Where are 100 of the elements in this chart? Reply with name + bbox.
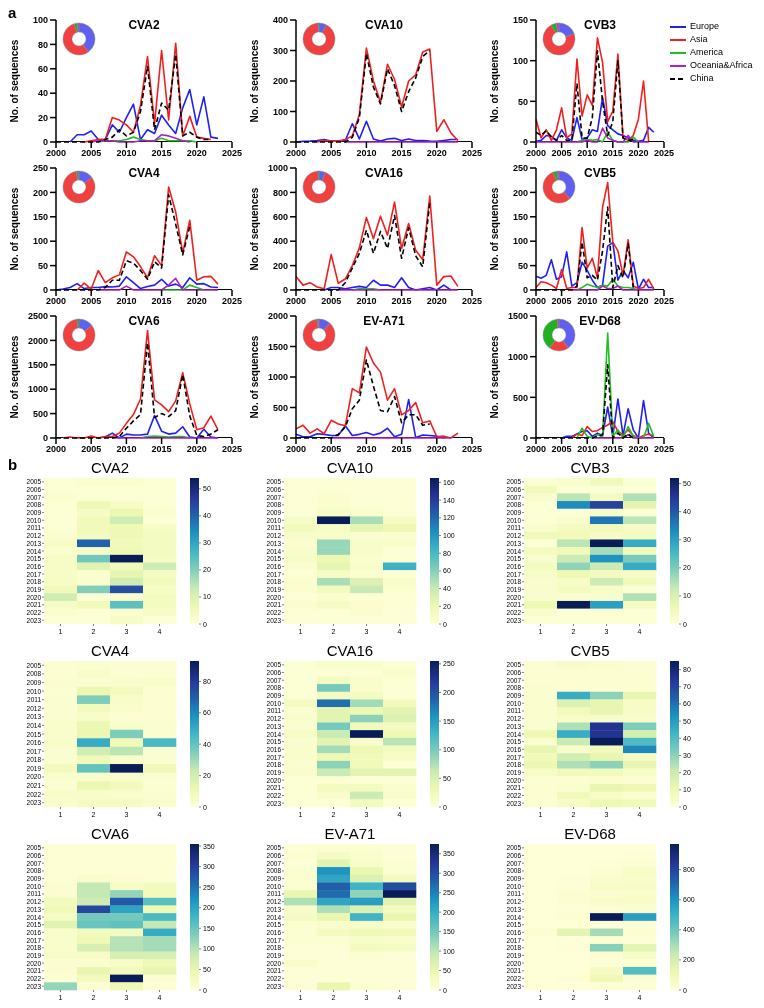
x-tick-label: 2015: [602, 296, 623, 307]
x-tick-label: 2020: [426, 148, 447, 159]
x-tick-label: 2020: [426, 296, 447, 307]
y-tick-label: 2000: [27, 335, 48, 346]
chart-title: CVB5: [583, 166, 617, 180]
y-tick-label: 250: [32, 163, 48, 174]
chart-title: CVA6: [127, 314, 161, 328]
x-tick-label: 2010: [356, 148, 377, 159]
x-tick-label: 2005: [321, 296, 342, 307]
y-axis-title: No. of sequences: [8, 39, 20, 123]
y-tick-label: 1500: [27, 359, 48, 370]
x-tick-label: 2005: [551, 444, 572, 455]
y-tick-label: 50: [517, 260, 528, 271]
y-tick-label: 1000: [267, 163, 288, 174]
x-tick-label: 2015: [391, 148, 412, 159]
x-tick-label: 2020: [186, 296, 207, 307]
y-tick-label: 1000: [27, 384, 48, 395]
y-tick-label: 400: [272, 236, 288, 247]
chart-title: CVB5: [570, 642, 610, 659]
x-tick-label: 2025: [221, 296, 243, 307]
x-tick-label: 2025: [461, 444, 483, 455]
y-tick-label: 80: [37, 39, 48, 50]
x-tick-label: 2015: [391, 444, 412, 455]
x-tick-label: 2005: [81, 444, 102, 455]
x-tick-label: 2005: [81, 296, 102, 307]
y-tick-label: 1500: [507, 311, 528, 322]
y-tick-label: 600: [272, 211, 288, 222]
chart-title: CVA2: [90, 459, 130, 476]
text: b: [8, 456, 18, 473]
legend-label: America: [690, 46, 724, 59]
x-tick-label: 2010: [577, 296, 598, 307]
legend-label: China: [690, 72, 714, 85]
y-tick-label: 200: [512, 187, 528, 198]
y-tick-label: 0: [282, 433, 288, 444]
x-tick-label: 2015: [151, 296, 172, 307]
x-tick-label: 2025: [653, 444, 675, 455]
x-tick-label: 2020: [628, 148, 649, 159]
y-tick-label: 300: [272, 45, 288, 56]
x-tick-label: 2025: [221, 444, 243, 455]
chart-title: CVB3: [583, 18, 617, 32]
text: a: [8, 4, 17, 21]
x-tick-label: 2025: [461, 148, 483, 159]
x-tick-label: 2025: [653, 148, 675, 159]
chart-title: EV-A71: [362, 314, 406, 328]
legend-label: Asia: [690, 33, 708, 46]
y-tick-label: 100: [272, 106, 288, 117]
y-tick-label: 0: [282, 285, 288, 296]
y-tick-label: 100: [32, 236, 48, 247]
y-tick-label: 0: [522, 433, 528, 444]
y-tick-label: 1500: [267, 341, 288, 352]
y-tick-label: 100: [32, 15, 48, 26]
x-tick-label: 2010: [577, 444, 598, 455]
y-tick-label: 150: [512, 211, 528, 222]
y-tick-label: 0: [522, 285, 528, 296]
y-tick-label: 60: [37, 63, 48, 74]
y-tick-label: 40: [37, 88, 48, 99]
y-tick-label: 250: [512, 163, 528, 174]
y-tick-label: 2500: [27, 311, 48, 322]
y-axis-title: No. of sequences: [248, 335, 260, 419]
y-axis-title: No. of sequences: [488, 187, 500, 271]
chart-title: EV-A71: [324, 825, 376, 842]
x-tick-label: 2020: [186, 148, 207, 159]
y-tick-label: 1000: [507, 351, 528, 362]
y-axis-title: No. of sequences: [248, 187, 260, 271]
chart-title: CVA6: [90, 825, 130, 842]
y-tick-label: 200: [32, 187, 48, 198]
chart-title: CVA10: [364, 18, 404, 32]
x-tick-label: 2010: [356, 444, 377, 455]
y-tick-label: 500: [32, 408, 48, 419]
x-tick-label: 2010: [116, 296, 137, 307]
x-tick-label: 2005: [81, 148, 102, 159]
y-tick-label: 50: [37, 260, 48, 271]
y-axis-title: No. of sequences: [8, 187, 20, 271]
chart-title: CVA16: [326, 642, 374, 659]
y-tick-label: 0: [42, 285, 48, 296]
y-tick-label: 1000: [267, 372, 288, 383]
y-tick-label: 0: [522, 137, 528, 148]
y-tick-label: 200: [272, 260, 288, 271]
x-tick-label: 2015: [602, 148, 623, 159]
x-tick-label: 2020: [628, 444, 649, 455]
x-tick-label: 2010: [116, 444, 137, 455]
y-tick-label: 150: [32, 211, 48, 222]
x-tick-label: 2015: [151, 148, 172, 159]
chart-title: CVA4: [90, 642, 130, 659]
x-tick-label: 2025: [221, 148, 243, 159]
chart-title: EV-D68: [564, 825, 616, 842]
y-tick-label: 400: [272, 15, 288, 26]
x-tick-label: 2025: [461, 296, 483, 307]
y-tick-label: 0: [282, 137, 288, 148]
y-axis-title: No. of sequences: [488, 335, 500, 419]
chart-title: CVA4: [127, 166, 161, 180]
y-tick-label: 20: [37, 112, 48, 123]
legend-label: Oceania&Africa: [690, 59, 753, 72]
legend-label: Europe: [690, 20, 720, 33]
x-tick-label: 2025: [653, 296, 675, 307]
x-tick-label: 2010: [116, 148, 137, 159]
x-tick-label: 2010: [577, 148, 598, 159]
y-axis-title: No. of sequences: [488, 39, 500, 123]
x-tick-label: 2010: [356, 296, 377, 307]
x-tick-label: 2020: [628, 296, 649, 307]
